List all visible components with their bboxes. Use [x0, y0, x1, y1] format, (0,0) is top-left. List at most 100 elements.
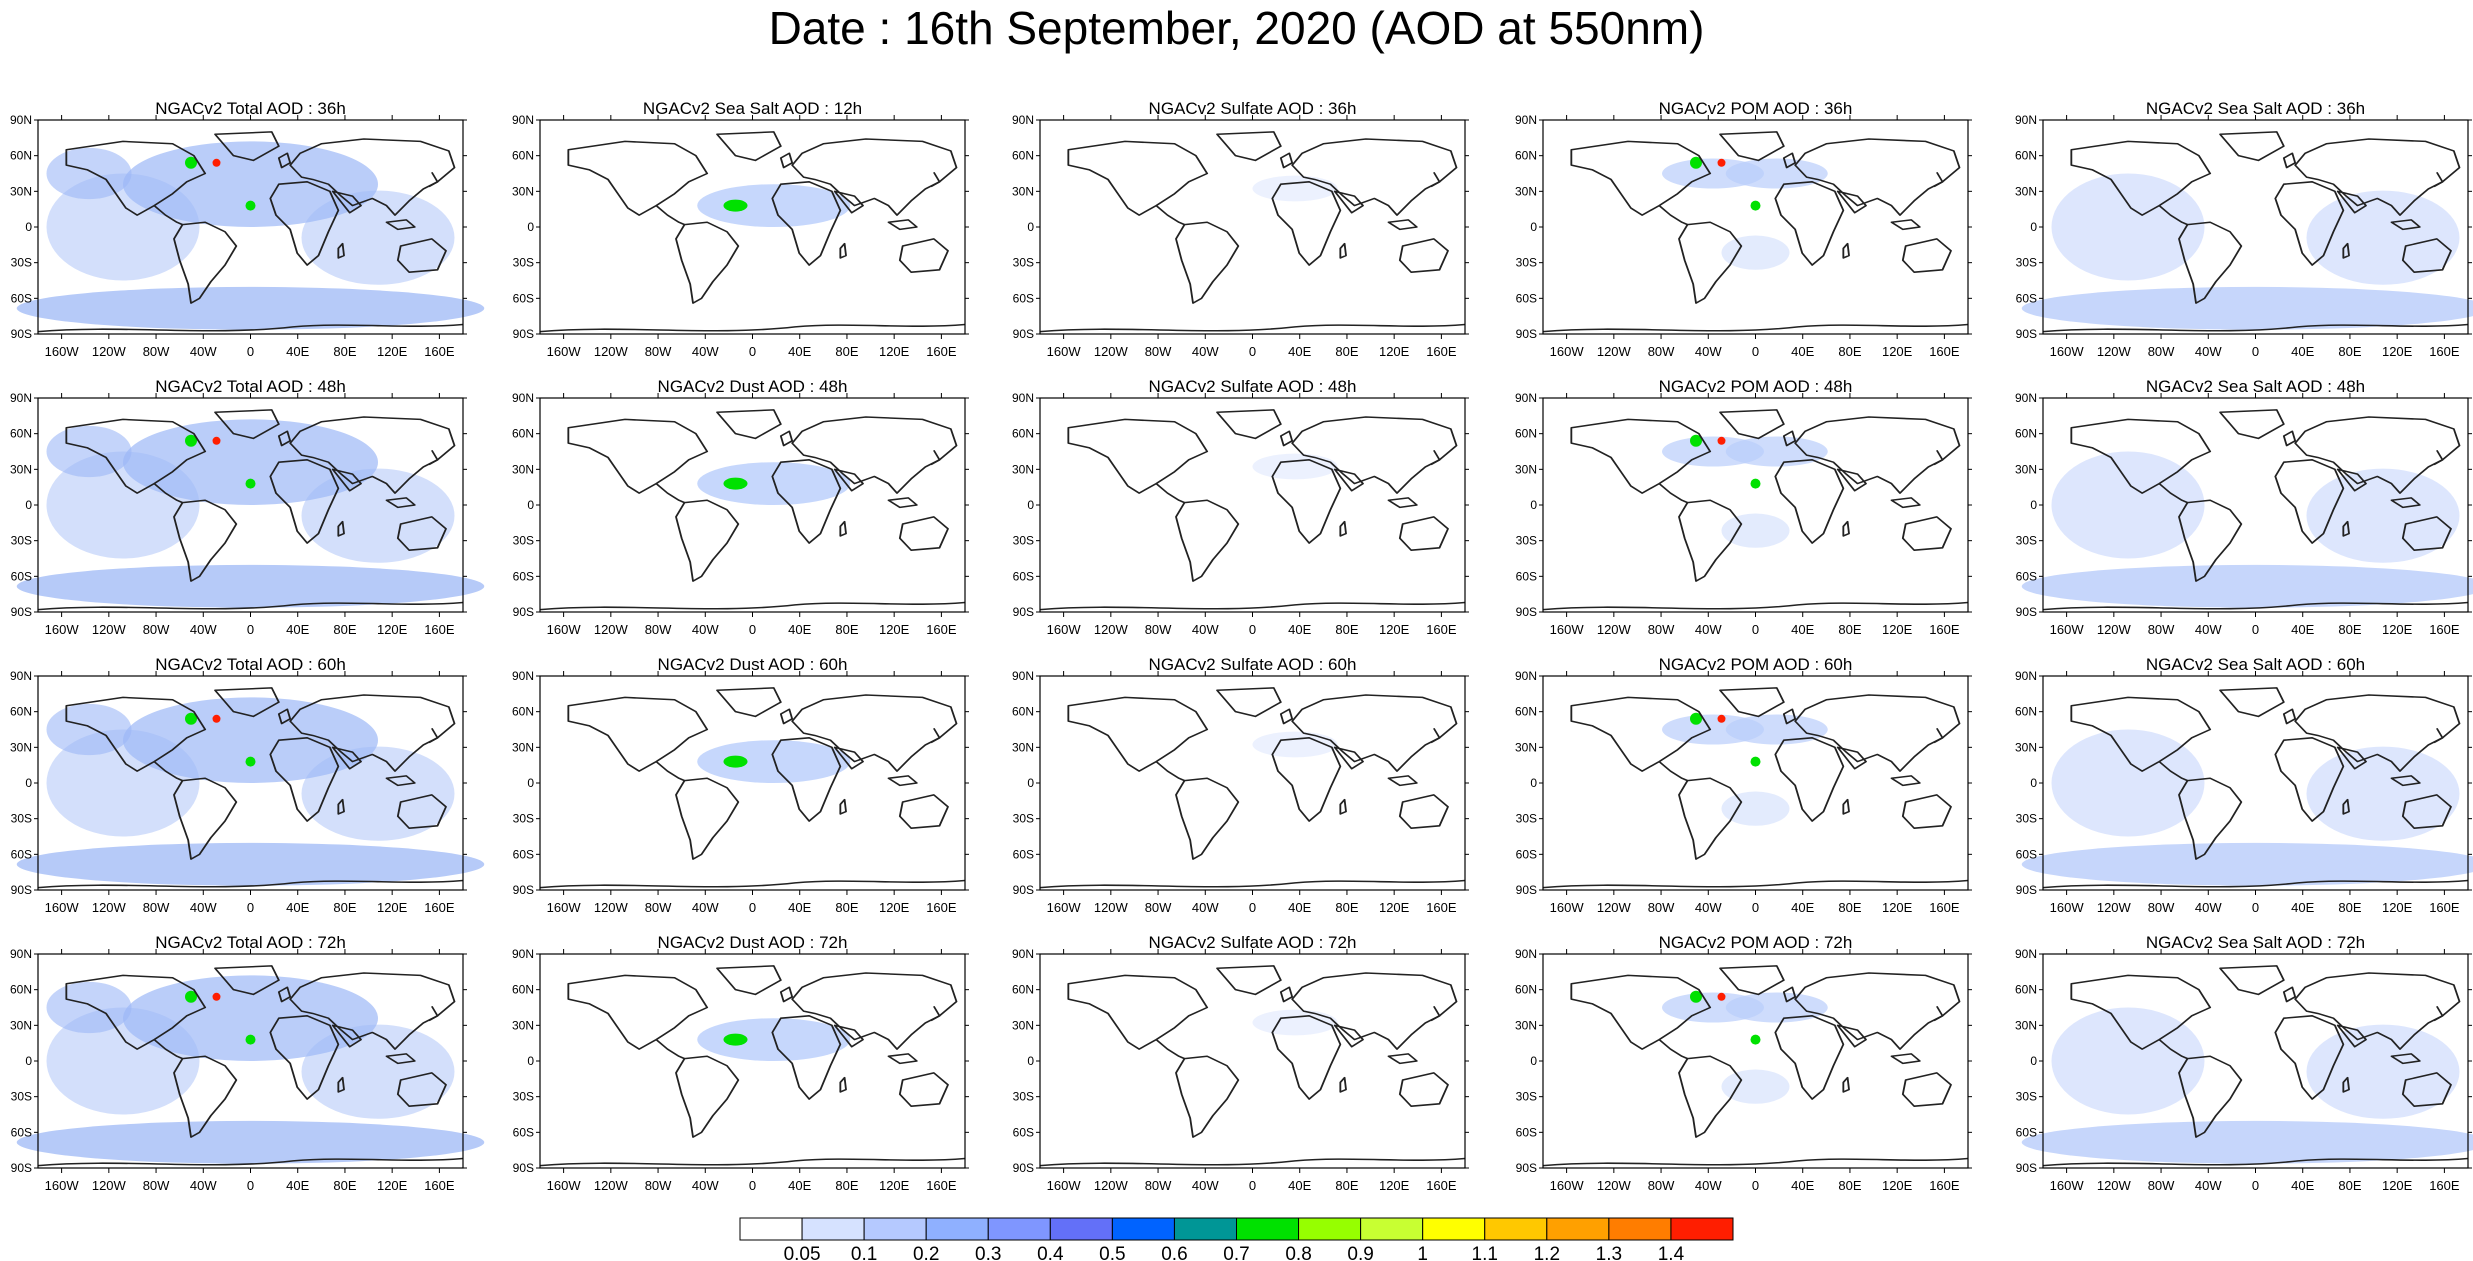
- colorbar-swatch: [1546, 1217, 1610, 1241]
- lon-label: 160W: [1047, 622, 1082, 637]
- lon-label: 40W: [2195, 900, 2222, 915]
- lon-label: 160E: [1426, 900, 1457, 915]
- lon-label: 160W: [1047, 1178, 1082, 1193]
- lat-label: 0: [527, 1054, 534, 1068]
- lon-label: 40W: [1695, 344, 1722, 359]
- lat-label: 30S: [1013, 1090, 1034, 1104]
- lat-label: 0: [2030, 1054, 2037, 1068]
- lon-label: 40E: [286, 900, 309, 915]
- lat-label: 60N: [2015, 427, 2037, 441]
- lon-label: 120W: [1597, 1178, 1632, 1193]
- lat-label: 30N: [1012, 740, 1034, 754]
- lat-label: 60N: [1012, 149, 1034, 163]
- lat-label: 60N: [512, 427, 534, 441]
- lon-label: 80W: [1648, 900, 1675, 915]
- panel-title: NGACv2 Total AOD : 36h: [155, 99, 346, 118]
- lat-label: 90N: [2015, 947, 2037, 961]
- lon-label: 0: [749, 1178, 756, 1193]
- panel-title: NGACv2 Sea Salt AOD : 48h: [2146, 377, 2365, 396]
- lon-label: 80E: [1335, 900, 1358, 915]
- lat-label: 0: [527, 776, 534, 790]
- panel-title: NGACv2 Sulfate AOD : 48h: [1149, 377, 1357, 396]
- lon-label: 160E: [1426, 344, 1457, 359]
- lat-label: 0: [527, 220, 534, 234]
- lat-label: 60S: [513, 291, 534, 305]
- lat-label: 90N: [512, 113, 534, 127]
- lon-label: 80E: [1335, 1178, 1358, 1193]
- lon-label: 80W: [645, 622, 672, 637]
- lat-label: 90S: [2016, 1161, 2037, 1175]
- lon-label: 80E: [333, 900, 356, 915]
- map-panel: NGACv2 Sea Salt AOD : 12h 90N 60N 30N 0 30S 60…: [512, 99, 969, 359]
- lon-label: 0: [247, 1178, 254, 1193]
- lon-label: 80E: [1838, 622, 1861, 637]
- lat-label: 60S: [11, 569, 32, 583]
- lon-label: 120E: [377, 344, 408, 359]
- colorbar-label: 1.2: [1534, 1244, 1560, 1261]
- lat-label: 0: [1027, 220, 1034, 234]
- lat-label: 60N: [2015, 983, 2037, 997]
- panel-title: NGACv2 POM AOD : 72h: [1659, 933, 1853, 952]
- lon-label: 120W: [594, 622, 629, 637]
- lon-label: 160W: [45, 1178, 80, 1193]
- lon-label: 40E: [788, 1178, 811, 1193]
- lat-label: 60S: [1013, 1125, 1034, 1139]
- lon-label: 40E: [1288, 344, 1311, 359]
- lat-label: 60N: [2015, 149, 2037, 163]
- lat-label: 30S: [1516, 1090, 1537, 1104]
- colorbar-label: 0.1: [851, 1244, 877, 1261]
- lon-label: 0: [247, 622, 254, 637]
- lat-label: 90N: [1012, 391, 1034, 405]
- lon-label: 120E: [377, 622, 408, 637]
- lat-label: 90S: [1013, 883, 1034, 897]
- lon-label: 160E: [424, 900, 455, 915]
- lon-label: 40E: [788, 900, 811, 915]
- colorbar-swatch: [1298, 1217, 1362, 1241]
- map-panel: NGACv2 Sulfate AOD : 48h 90N 60N 30N 0 30S 60S…: [1012, 377, 1469, 637]
- lon-label: 40E: [1791, 622, 1814, 637]
- lat-label: 60N: [1515, 427, 1537, 441]
- lat-label: 90S: [2016, 327, 2037, 341]
- lon-label: 0: [2252, 1178, 2259, 1193]
- lat-label: 60S: [2016, 847, 2037, 861]
- lat-label: 30S: [1516, 812, 1537, 826]
- lon-label: 120E: [1379, 1178, 1410, 1193]
- lat-label: 30S: [1516, 534, 1537, 548]
- lat-label: 60S: [513, 569, 534, 583]
- lon-label: 0: [1752, 344, 1759, 359]
- map-panel: NGACv2 POM AOD : 72h 90N 60N 30N 0 30S 60S 90S 1…: [1515, 933, 1972, 1193]
- lat-label: 90N: [512, 669, 534, 683]
- lat-label: 90S: [2016, 883, 2037, 897]
- map-panel: NGACv2 Total AOD : 60h 90N 60N 30N 0 30S 60S 90…: [10, 655, 485, 915]
- lat-label: 60S: [11, 291, 32, 305]
- lon-label: 40W: [692, 622, 719, 637]
- panel-title: NGACv2 Sea Salt AOD : 12h: [643, 99, 862, 118]
- lon-label: 40W: [2195, 1178, 2222, 1193]
- lat-label: 60N: [1012, 705, 1034, 719]
- lon-label: 120W: [2097, 900, 2132, 915]
- lat-label: 60S: [2016, 1125, 2037, 1139]
- lat-label: 90N: [1012, 669, 1034, 683]
- lat-label: 30S: [1013, 534, 1034, 548]
- lon-label: 40E: [2291, 900, 2314, 915]
- colorbar-swatch: [1484, 1217, 1548, 1241]
- lon-label: 40E: [2291, 344, 2314, 359]
- lat-label: 0: [1027, 776, 1034, 790]
- lat-label: 90S: [1516, 605, 1537, 619]
- lat-label: 60S: [1013, 569, 1034, 583]
- lon-label: 80W: [2148, 900, 2175, 915]
- colorbar-swatch: [1670, 1217, 1734, 1241]
- lon-label: 0: [749, 900, 756, 915]
- lon-label: 120W: [594, 900, 629, 915]
- lat-label: 0: [1530, 220, 1537, 234]
- panel-title: NGACv2 Dust AOD : 60h: [658, 655, 848, 674]
- map-panel: NGACv2 POM AOD : 36h 90N 60N 30N 0 30S 60S 90S 1…: [1515, 99, 1972, 359]
- lat-label: 90N: [10, 669, 32, 683]
- lon-label: 80W: [1145, 622, 1172, 637]
- lat-label: 30S: [513, 256, 534, 270]
- map-panel: NGACv2 POM AOD : 60h 90N 60N 30N 0 30S 60S 90S 1…: [1515, 655, 1972, 915]
- colorbar-swatch: [1049, 1217, 1113, 1241]
- colorbar-swatch: [1173, 1217, 1237, 1241]
- lon-label: 120E: [377, 1178, 408, 1193]
- colorbar-label: 0.9: [1347, 1244, 1373, 1261]
